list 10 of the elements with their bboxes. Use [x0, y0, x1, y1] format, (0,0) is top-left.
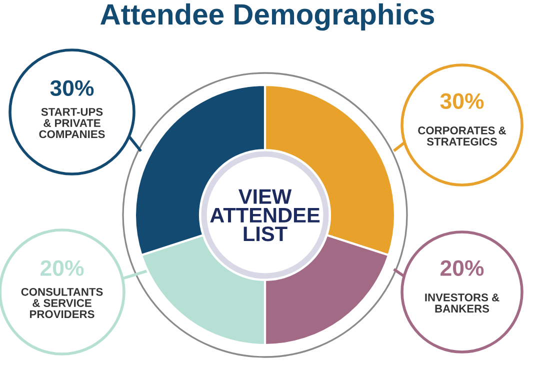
slice-label: INVESTORS & BANKERS [425, 294, 500, 313]
data-label: 20% [40, 260, 84, 276]
slice-label: START-UPS & PRIVATE COMPANIES [39, 108, 105, 138]
text: VIEW ATTENDEE LIST [210, 189, 320, 242]
slice-label: CONSULTANTS & SERVICE PROVIDERS [21, 288, 103, 318]
data-label: 20% [440, 260, 484, 276]
slice-label: CORPORATES & STRATEGICS [418, 126, 506, 146]
chart-title: Attendee Demographics [100, 3, 434, 31]
data-label: 30% [440, 93, 484, 109]
data-label: 30% [50, 80, 94, 96]
